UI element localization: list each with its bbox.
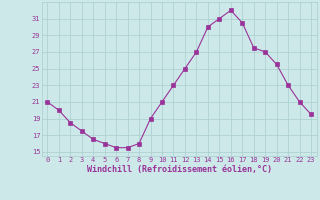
X-axis label: Windchill (Refroidissement éolien,°C): Windchill (Refroidissement éolien,°C) bbox=[87, 165, 272, 174]
